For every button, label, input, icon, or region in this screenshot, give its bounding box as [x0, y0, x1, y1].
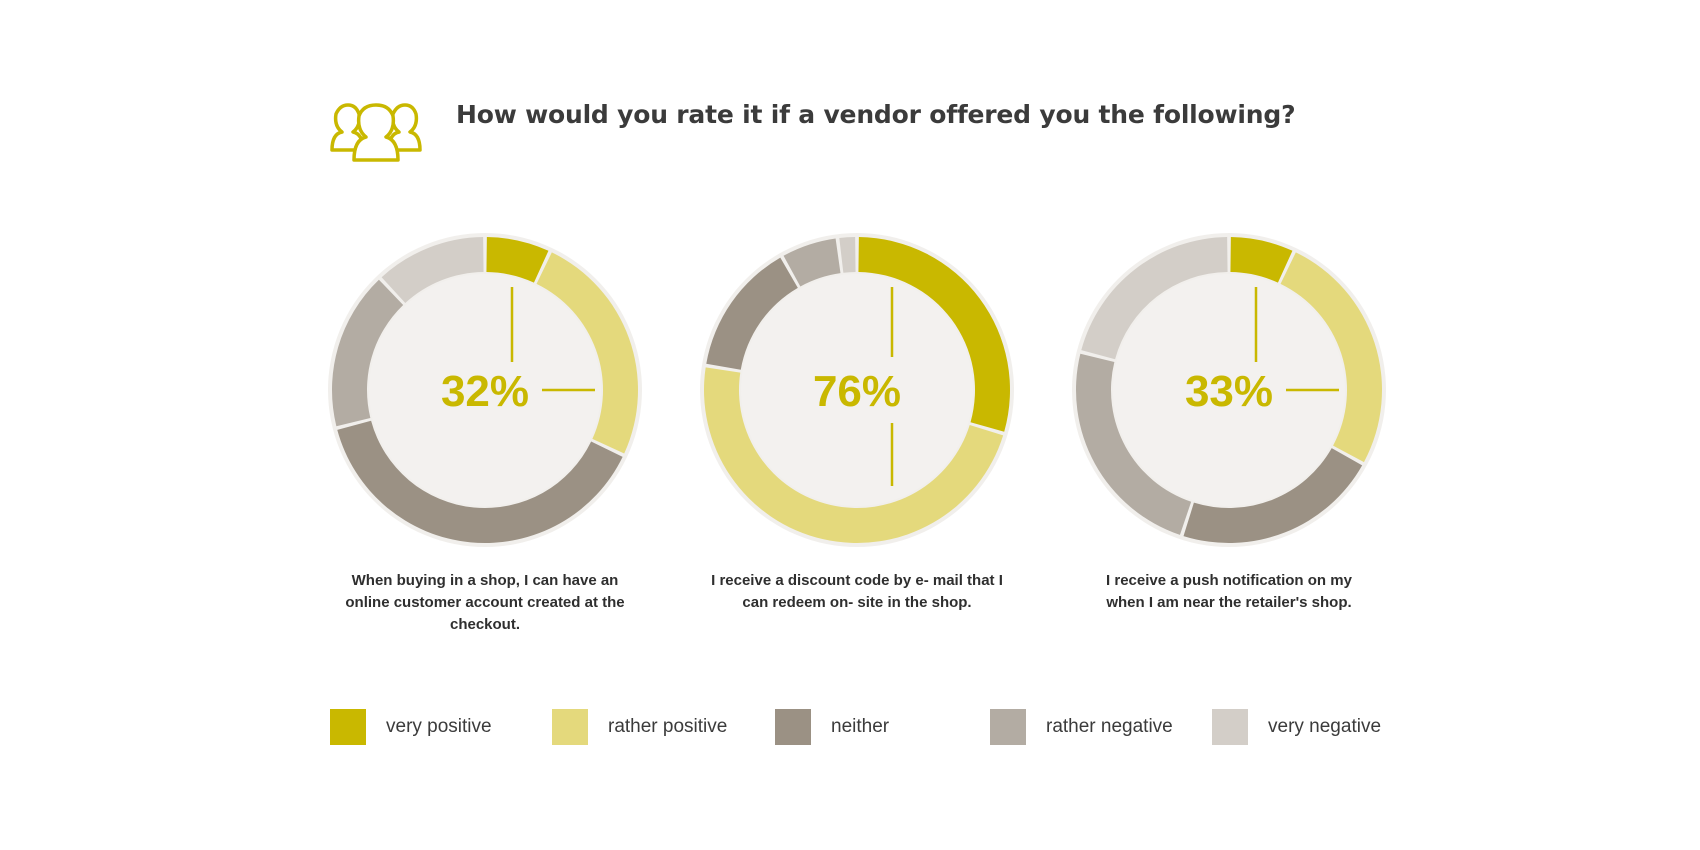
donut-slice-very-negative — [839, 237, 856, 273]
donut-chart-1: 32% — [328, 233, 642, 547]
caption-line: online customer account created at the — [345, 594, 625, 611]
legend-item-rather-positive: rather positive — [552, 708, 727, 746]
users-group-icon — [330, 103, 422, 162]
donut-slice-neither — [337, 420, 623, 543]
legend-swatch — [1212, 709, 1248, 745]
donut-slice-neither — [1183, 448, 1363, 544]
donut-slice-neither — [706, 257, 798, 370]
legend-item-very-negative: very negative — [1212, 708, 1381, 746]
header: How would you rate it if a vendor offere… — [326, 100, 1326, 170]
caption-line: checkout. — [449, 616, 521, 633]
legend-label: very positive — [386, 716, 492, 737]
donut-slice-rather-positive — [704, 367, 1004, 543]
legend-item-rather-negative: rather negative — [990, 708, 1173, 746]
caption-line: I receive a discount code by e- mail tha… — [711, 572, 1003, 589]
donut-slice-very-negative — [1081, 237, 1228, 360]
caption-line: I receive a push notification on my — [1106, 572, 1352, 589]
legend-label: rather negative — [1046, 716, 1173, 737]
donut-center — [741, 274, 973, 506]
donut-center — [369, 274, 601, 506]
legend-label: neither — [831, 716, 890, 737]
chart-caption-1: When buying in a shop, I can have an onli… — [315, 570, 655, 636]
donut-slice-very-positive — [1230, 237, 1293, 283]
legend-swatch — [990, 709, 1026, 745]
page-title: How would you rate it if a vendor offere… — [456, 100, 1296, 129]
legend-label: rather positive — [608, 716, 728, 737]
donut-slice-rather-negative — [332, 279, 404, 427]
center-value-label: 32% — [441, 367, 529, 416]
donut-slice-rather-positive — [1280, 252, 1383, 463]
center-value-label: 76% — [813, 367, 901, 416]
caption-line: When buying in a shop, I can have an — [351, 572, 619, 589]
donut-slice-rather-negative — [783, 238, 841, 287]
legend-item-neither: neither — [775, 708, 889, 746]
donut-slice-very-negative — [381, 237, 484, 304]
donut-center — [1113, 274, 1345, 506]
donut-chart-3: 33% — [1072, 233, 1386, 547]
donut-chart-2: 76% — [700, 233, 1014, 547]
center-value-label: 33% — [1185, 367, 1273, 416]
legend-label: very negative — [1268, 716, 1382, 737]
legend-swatch — [330, 709, 366, 745]
donut-slice-rather-negative — [1076, 353, 1192, 535]
caption-line: can redeem on- site in the shop. — [742, 594, 972, 611]
legend-swatch — [775, 709, 811, 745]
chart-caption-3: I receive a push notification on my when … — [1059, 570, 1399, 614]
donut-slice-very-positive — [858, 237, 1010, 432]
chart-caption-2: I receive a discount code by e- mail tha… — [687, 570, 1027, 614]
legend-swatch — [552, 709, 588, 745]
donut-slice-very-positive — [486, 237, 549, 283]
legend-item-very-positive: very positive — [330, 708, 492, 746]
caption-line: when I am near the retailer's shop. — [1106, 594, 1352, 611]
donut-slice-rather-positive — [536, 252, 638, 454]
